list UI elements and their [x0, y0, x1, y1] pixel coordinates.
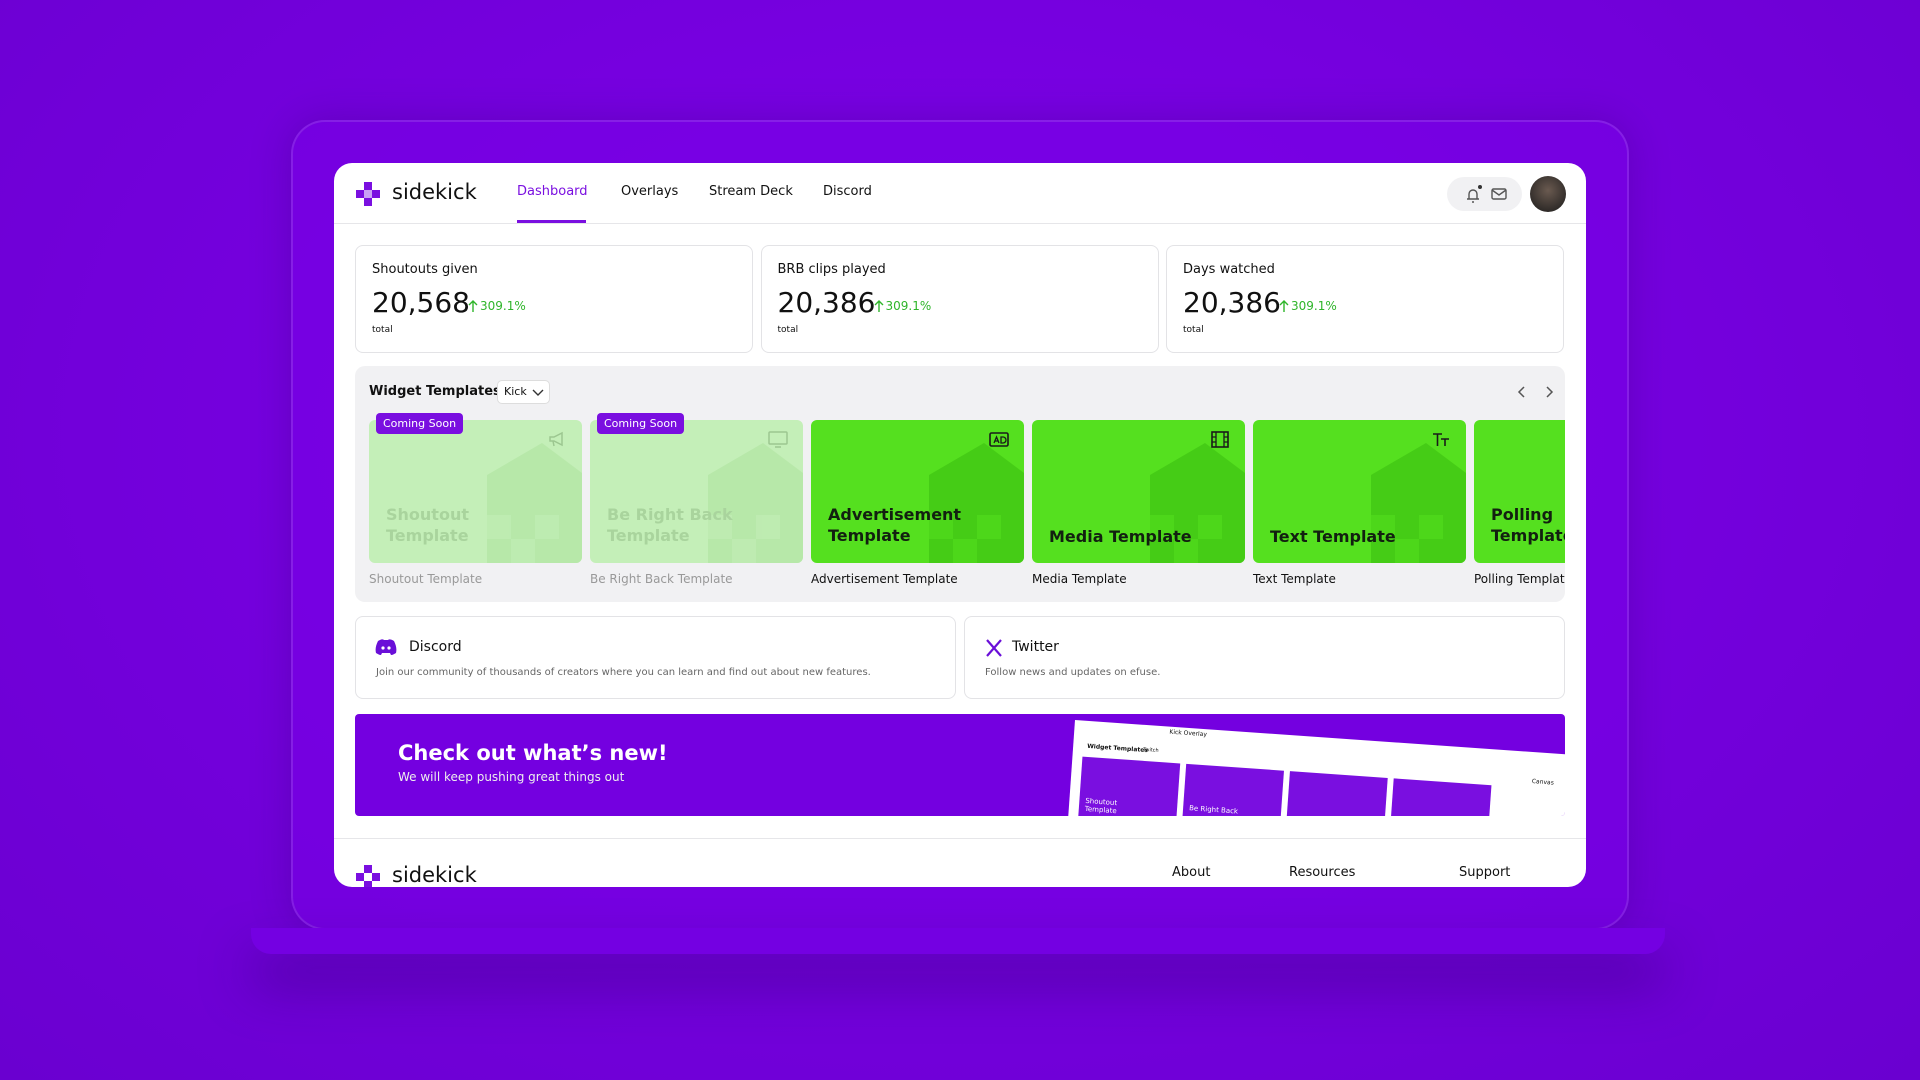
- badge: Coming Soon: [376, 413, 464, 434]
- preview: Kick Overlay Widget Templates Twitch Can…: [1065, 720, 1565, 816]
- preview-side: Canvas: [1531, 778, 1555, 787]
- template-label: Shoutout Template: [369, 572, 483, 586]
- template-label: Polling Template: [1474, 572, 1565, 586]
- template-label: Media Template: [1032, 572, 1127, 586]
- community-text: Join our community of thousands of creat…: [376, 667, 871, 678]
- carousel-arrows[interactable]: [1515, 384, 1560, 400]
- preview-card-label: Be Right Back: [1188, 804, 1239, 816]
- card-art: [708, 431, 803, 563]
- footer-logo: [356, 865, 380, 887]
- card-art: [929, 432, 1024, 563]
- card-art: [1371, 433, 1466, 563]
- stat-value: 20,386: [777, 286, 876, 319]
- icon-group: [1447, 177, 1522, 211]
- community-card[interactable]: Discord Join our community of thousands o…: [355, 616, 956, 699]
- arrow-up: [1279, 300, 1289, 312]
- template-title: Media Template: [1049, 527, 1192, 546]
- template-title: Text Template: [1270, 527, 1396, 546]
- template-card[interactable]: Be Right Back Template: [590, 420, 803, 563]
- stat-unit: total: [1183, 325, 1204, 335]
- template-title: Polling Template: [1491, 505, 1565, 545]
- card-art: [1150, 431, 1245, 563]
- stat-value: 20,386: [1183, 286, 1281, 319]
- stat-unit: total: [777, 325, 799, 335]
- stat-label: Days watched: [1183, 262, 1275, 277]
- preview-tab: Kick Overlay: [1169, 728, 1208, 739]
- stat-change: 309.1%: [480, 299, 526, 313]
- footer-brand: sidekick: [392, 863, 477, 887]
- nav-link[interactable]: Discord: [823, 184, 872, 199]
- nav-link[interactable]: Dashboard: [517, 184, 588, 199]
- stat-change: 309.1%: [885, 299, 932, 313]
- card-art: [487, 431, 582, 563]
- footer-link[interactable]: Support: [1459, 865, 1511, 880]
- template-card[interactable]: Text Template: [1253, 420, 1466, 563]
- dropdown-value: Kick: [504, 385, 527, 398]
- nav-link[interactable]: Stream Deck: [709, 184, 793, 199]
- template-label: Be Right Back Template: [590, 572, 733, 586]
- template-card[interactable]: Polling Template: [1474, 420, 1565, 563]
- nav-link[interactable]: Overlays: [621, 184, 679, 199]
- community-icon: [986, 639, 1002, 657]
- template-label: Advertisement Template: [811, 572, 958, 586]
- widget-panel: Widget Templates Kick Shoutout Template C…: [355, 366, 1565, 602]
- footer-link[interactable]: About: [1172, 865, 1211, 880]
- community-card[interactable]: Twitter Follow news and updates on efuse.: [964, 616, 1565, 699]
- footer-divider: [334, 838, 1586, 839]
- community-title: Twitter: [1012, 639, 1059, 655]
- stat-card: Shoutouts given 20,568 total 309.1%: [355, 245, 753, 353]
- stat-card: Days watched 20,386 total 309.1%: [1166, 245, 1564, 353]
- badge: Coming Soon: [597, 413, 685, 434]
- community-text: Follow news and updates on efuse.: [985, 667, 1161, 678]
- logo: [356, 182, 380, 206]
- footer-link[interactable]: Resources: [1289, 865, 1356, 880]
- banner: Check out what’s new! We will keep pushi…: [355, 714, 1565, 816]
- stat-value: 20,568: [372, 286, 470, 319]
- preview-card-label: Shoutout Template: [1084, 796, 1118, 816]
- template-title: Shoutout Template: [386, 505, 469, 545]
- preview-card: Be Right Back: [1180, 763, 1284, 816]
- preview-card: [1284, 771, 1388, 816]
- community-title: Discord: [409, 639, 462, 655]
- dropdown[interactable]: Kick: [497, 380, 550, 404]
- laptop-base: [251, 928, 1665, 954]
- template-title: Be Right Back Template: [607, 505, 733, 545]
- template-label: Text Template: [1253, 572, 1336, 586]
- icons[interactable]: [1447, 177, 1522, 211]
- stat-label: BRB clips played: [777, 262, 886, 277]
- template-card[interactable]: Media Template: [1032, 420, 1245, 563]
- stat-unit: total: [372, 325, 393, 335]
- stat-label: Shoutouts given: [372, 262, 478, 277]
- template-card[interactable]: Advertisement Template: [811, 420, 1024, 563]
- community-icon: [375, 639, 397, 655]
- preview-platform: Twitch: [1142, 746, 1159, 754]
- template-title: Advertisement Template: [828, 505, 962, 545]
- navbar: [334, 163, 1586, 224]
- banner-subtitle: We will keep pushing great things out: [398, 770, 625, 784]
- avatar[interactable]: [1530, 176, 1566, 212]
- screen: sidekick Dashboard Overlays Stream Deck …: [334, 163, 1586, 887]
- brand: sidekick: [392, 180, 477, 204]
- preview-card: Shoutout Template: [1076, 756, 1181, 816]
- stat-change: 309.1%: [1291, 299, 1337, 313]
- stat-card: BRB clips played 20,386 total 309.1%: [760, 245, 1159, 353]
- panel-title: Widget Templates: [369, 384, 501, 399]
- banner-title: Check out what’s new!: [398, 741, 668, 765]
- active-indicator: [517, 220, 586, 223]
- arrow-up: [874, 300, 883, 312]
- arrow-up: [468, 300, 478, 312]
- preview-title: Widget Templates: [1086, 742, 1149, 755]
- template-card[interactable]: Shoutout Template: [369, 420, 582, 563]
- preview-card: [1388, 778, 1492, 816]
